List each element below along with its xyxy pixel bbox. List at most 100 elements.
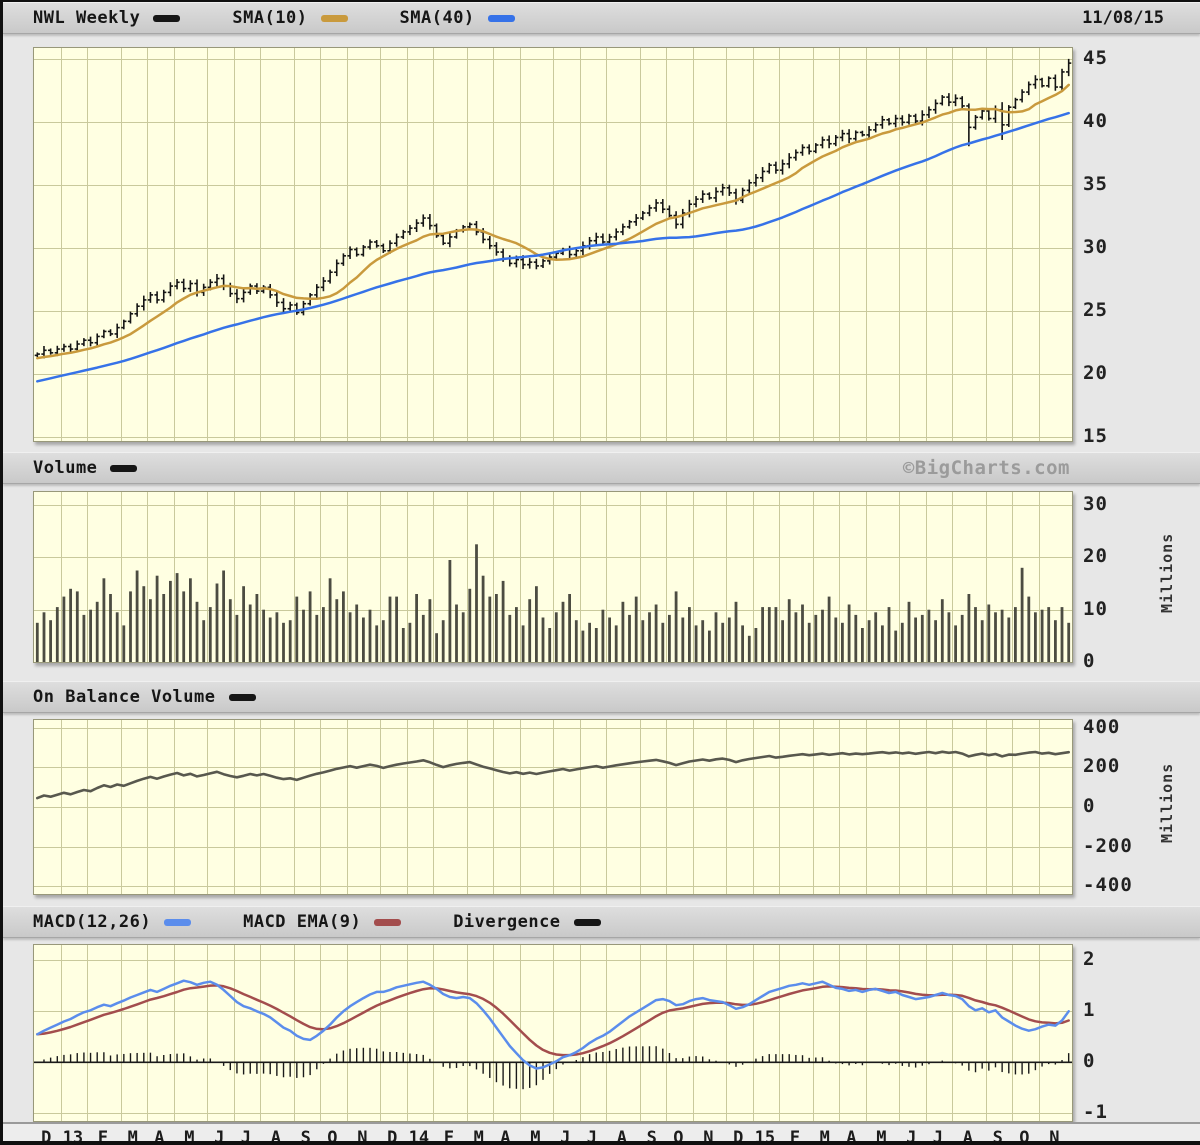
obv-y-tick-400: 400 bbox=[1083, 715, 1121, 738]
obv-unit-label: Millions bbox=[1158, 762, 1176, 843]
price-legend-swatch-1 bbox=[320, 14, 348, 22]
x-axis-label-14: F bbox=[443, 1128, 455, 1145]
macd-legend-label-1: MACD EMA(9) bbox=[243, 912, 362, 932]
x-axis-label-20: A bbox=[616, 1128, 628, 1145]
price-chart-plot bbox=[33, 47, 1073, 442]
x-axis-label-35: N bbox=[1049, 1128, 1060, 1145]
price-legend-item-1: SMA(10) bbox=[232, 8, 348, 28]
x-axis-label-21: S bbox=[646, 1128, 657, 1145]
x-axis-label-0: D bbox=[41, 1128, 52, 1145]
x-axis-label-23: N bbox=[703, 1128, 714, 1145]
macd-y-tick-0: 0 bbox=[1083, 1050, 1096, 1073]
x-axis-label-31: J bbox=[932, 1128, 944, 1145]
x-axis-label-28: A bbox=[846, 1128, 857, 1145]
x-axis-label-4: A bbox=[154, 1128, 165, 1145]
obv-chart-plot bbox=[33, 719, 1073, 895]
x-axis-label-34: O bbox=[1019, 1128, 1030, 1145]
x-axis: D 13 F M A M J J A S O N D 14 F M A M J J A S O N D 15 F M A M J J A S O N bbox=[3, 1122, 1200, 1145]
macd-legend-item-1: MACD EMA(9) bbox=[243, 912, 402, 932]
volume-title: Volume bbox=[33, 458, 98, 478]
price-legend-item-0: NWL Weekly bbox=[33, 8, 181, 28]
x-axis-label-15: M bbox=[473, 1128, 484, 1145]
price-y-tick-40: 40 bbox=[1083, 110, 1108, 133]
price-legend: NWL Weekly SMA(10) SMA(40) bbox=[33, 8, 515, 28]
macd-chart-plot bbox=[33, 944, 1073, 1122]
macd-legend-item-2: Divergence bbox=[453, 912, 601, 932]
macd-legend-item-0: MACD(12,26) bbox=[33, 912, 192, 932]
obv-panel: Millions 400 200 0 -200 -400 bbox=[3, 713, 1200, 906]
x-axis-label-24: D bbox=[733, 1128, 744, 1145]
price-legend-swatch-2 bbox=[487, 14, 515, 22]
volume-chart-plot bbox=[33, 491, 1073, 663]
x-axis-label-2: F bbox=[97, 1128, 109, 1145]
price-y-tick-35: 35 bbox=[1083, 173, 1108, 196]
obv-y-tick-200: 200 bbox=[1083, 755, 1121, 778]
price-legend-label-0: NWL Weekly bbox=[33, 8, 141, 28]
macd-legend-swatch-1 bbox=[374, 918, 402, 926]
price-panel-header: NWL Weekly SMA(10) SMA(40) 11/08/15 bbox=[3, 2, 1200, 34]
x-axis-label-12: D bbox=[387, 1128, 398, 1145]
price-y-tick-45: 45 bbox=[1083, 47, 1108, 70]
price-y-tick-25: 25 bbox=[1083, 299, 1108, 322]
volume-unit-label: Millions bbox=[1158, 532, 1176, 613]
price-y-tick-30: 30 bbox=[1083, 236, 1108, 259]
x-axis-label-19: J bbox=[586, 1128, 598, 1145]
vol-y-tick-0: 0 bbox=[1083, 650, 1096, 672]
x-axis-label-8: A bbox=[270, 1128, 282, 1145]
x-axis-label-29: M bbox=[876, 1128, 887, 1145]
bigcharts-watermark: ©BigCharts.com bbox=[902, 457, 1070, 479]
price-legend-label-1: SMA(10) bbox=[232, 8, 308, 28]
x-axis-label-11: N bbox=[357, 1128, 368, 1145]
price-legend-label-2: SMA(40) bbox=[399, 8, 475, 28]
x-axis-label-3: M bbox=[127, 1128, 138, 1145]
x-axis-label-30: J bbox=[906, 1128, 917, 1145]
obv-swatch bbox=[228, 693, 256, 701]
x-axis-label-9: S bbox=[300, 1128, 311, 1145]
macd-legend-swatch-2 bbox=[573, 918, 601, 926]
chart-date: 11/08/15 bbox=[1082, 8, 1164, 28]
price-panel: 45 40 35 30 25 20 15 bbox=[3, 34, 1200, 452]
macd-legend-label-2: Divergence bbox=[453, 912, 561, 932]
price-y-tick-15: 15 bbox=[1083, 425, 1108, 448]
macd-legend-swatch-0 bbox=[164, 918, 192, 926]
x-axis-label-26: F bbox=[789, 1128, 801, 1145]
price-legend-swatch-0 bbox=[153, 14, 181, 22]
vol-y-tick-30: 30 bbox=[1083, 493, 1108, 516]
x-axis-label-10: O bbox=[327, 1128, 338, 1145]
price-y-tick-20: 20 bbox=[1083, 362, 1108, 385]
x-axis-label-18: J bbox=[560, 1128, 571, 1145]
x-axis-label-17: M bbox=[530, 1128, 541, 1145]
x-axis-label-6: J bbox=[214, 1128, 225, 1145]
volume-panel-header: Volume ©BigCharts.com bbox=[3, 452, 1200, 484]
x-axis-label-32: A bbox=[962, 1128, 974, 1145]
volume-swatch bbox=[110, 464, 138, 472]
macd-y-tick-2: 2 bbox=[1083, 948, 1096, 971]
volume-legend: Volume bbox=[33, 458, 138, 478]
x-axis-label-7: J bbox=[240, 1128, 252, 1145]
macd-y-tick--1: -1 bbox=[1083, 1101, 1108, 1124]
x-axis-label-33: S bbox=[992, 1128, 1003, 1145]
obv-y-tick-0: 0 bbox=[1083, 795, 1096, 817]
obv-y-tick--200: -200 bbox=[1083, 834, 1133, 857]
x-axis-label-27: M bbox=[819, 1128, 830, 1145]
price-legend-item-2: SMA(40) bbox=[400, 8, 515, 28]
macd-legend: MACD(12,26) MACD EMA(9) Divergence bbox=[33, 912, 601, 932]
macd-y-tick-1: 1 bbox=[1083, 999, 1096, 1022]
x-axis-label-25: 15 bbox=[754, 1128, 776, 1145]
x-axis-label-1: 13 bbox=[62, 1128, 84, 1145]
vol-y-tick-20: 20 bbox=[1083, 545, 1108, 568]
macd-legend-label-0: MACD(12,26) bbox=[33, 912, 152, 932]
macd-panel-header: MACD(12,26) MACD EMA(9) Divergence bbox=[3, 906, 1200, 938]
obv-title: On Balance Volume bbox=[33, 687, 216, 707]
x-axis-label-5: M bbox=[184, 1128, 195, 1145]
x-axis-label-16: A bbox=[500, 1128, 511, 1145]
obv-panel-header: On Balance Volume bbox=[3, 681, 1200, 713]
macd-panel: 2 1 0 -1 bbox=[3, 938, 1200, 1124]
obv-legend: On Balance Volume bbox=[33, 687, 256, 707]
x-axis-label-13: 14 bbox=[408, 1128, 430, 1145]
vol-y-tick-10: 10 bbox=[1083, 597, 1108, 620]
volume-panel: Millions 30 20 10 0 bbox=[3, 484, 1200, 681]
obv-y-tick--400: -400 bbox=[1083, 874, 1133, 897]
x-axis-label-22: O bbox=[673, 1128, 684, 1145]
